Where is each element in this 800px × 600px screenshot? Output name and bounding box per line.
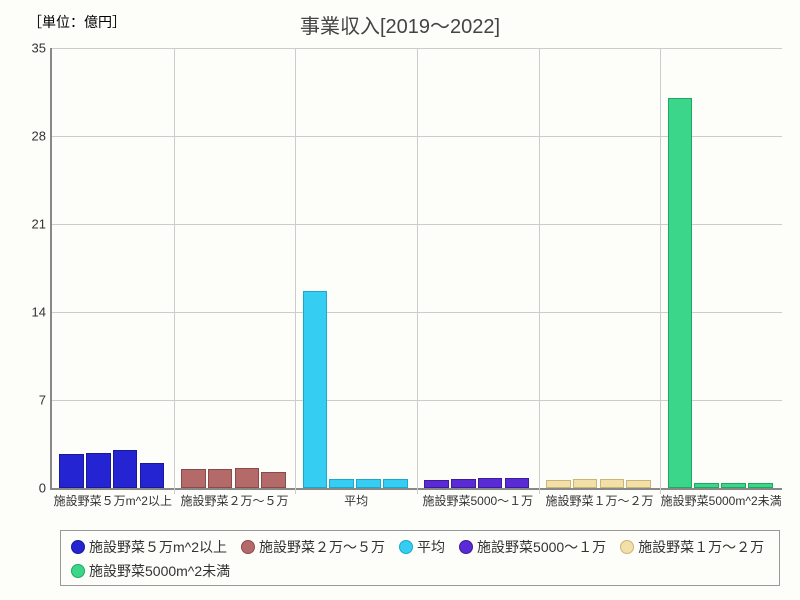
chart-container: ［単位：億円］ 事業収入[2019～2022] 0714212835施設野菜５万… (0, 0, 800, 600)
bar (383, 479, 408, 488)
bar (113, 450, 138, 488)
bar (140, 463, 165, 488)
legend-item: 施設野菜５万m^2以上 (71, 537, 227, 557)
group-separator (295, 48, 296, 494)
plot-area: 0714212835施設野菜５万m^2以上施設野菜２万～５万平均施設野菜5000… (50, 48, 782, 490)
legend-label: 施設野菜５万m^2以上 (89, 537, 227, 557)
xtick-label: 施設野菜２万～５万 (180, 488, 288, 509)
legend-label: 平均 (417, 537, 445, 557)
legend-swatch (71, 564, 85, 578)
bar (235, 468, 260, 488)
bar (86, 453, 111, 488)
xtick-label: 平均 (344, 488, 368, 509)
bar (208, 469, 233, 488)
legend-item: 施設野菜5000～１万 (459, 537, 606, 557)
bar (573, 479, 598, 488)
xtick-label: 施設野菜5000～１万 (422, 488, 533, 509)
bar (546, 480, 571, 488)
legend-item: 平均 (399, 537, 445, 557)
xtick-label: 施設野菜１万～２万 (545, 488, 653, 509)
legend-swatch (459, 540, 473, 554)
bar (303, 291, 328, 488)
unit-label: ［単位：億円］ (28, 12, 126, 32)
xtick-label: 施設野菜5000m^2未満 (661, 488, 782, 509)
legend-item: 施設野菜１万～２万 (620, 537, 764, 557)
ytick-label: 21 (32, 217, 52, 232)
ytick-label: 7 (39, 393, 52, 408)
legend-label: 施設野菜5000m^2未満 (89, 561, 230, 581)
bar (478, 478, 503, 488)
group-separator (539, 48, 540, 494)
chart-title: 事業収入[2019～2022] (300, 10, 500, 39)
bar (668, 98, 693, 488)
ytick-label: 0 (39, 481, 52, 496)
ytick-label: 14 (32, 305, 52, 320)
bar (626, 480, 651, 488)
bar (505, 478, 530, 488)
group-separator (417, 48, 418, 494)
ytick-label: 28 (32, 129, 52, 144)
legend-swatch (71, 540, 85, 554)
bar (424, 480, 449, 488)
legend-swatch (620, 540, 634, 554)
legend-swatch (399, 540, 413, 554)
bar (356, 479, 381, 488)
bar (59, 454, 84, 488)
bar (600, 479, 625, 488)
legend-label: 施設野菜5000～１万 (477, 537, 606, 557)
legend-item: 施設野菜5000m^2未満 (71, 561, 230, 581)
legend-item: 施設野菜２万～５万 (241, 537, 385, 557)
group-separator (174, 48, 175, 494)
bar (451, 479, 476, 488)
bar (261, 472, 286, 488)
legend-label: 施設野菜１万～２万 (638, 537, 764, 557)
bar (329, 479, 354, 488)
xtick-label: 施設野菜５万m^2以上 (54, 488, 172, 509)
group-separator (660, 48, 661, 494)
legend-label: 施設野菜２万～５万 (259, 537, 385, 557)
legend-swatch (241, 540, 255, 554)
ytick-label: 35 (32, 41, 52, 56)
bar (181, 469, 206, 488)
legend: 施設野菜５万m^2以上 施設野菜２万～５万 平均 施設野菜5000～１万 施設野菜１万～… (60, 530, 780, 586)
